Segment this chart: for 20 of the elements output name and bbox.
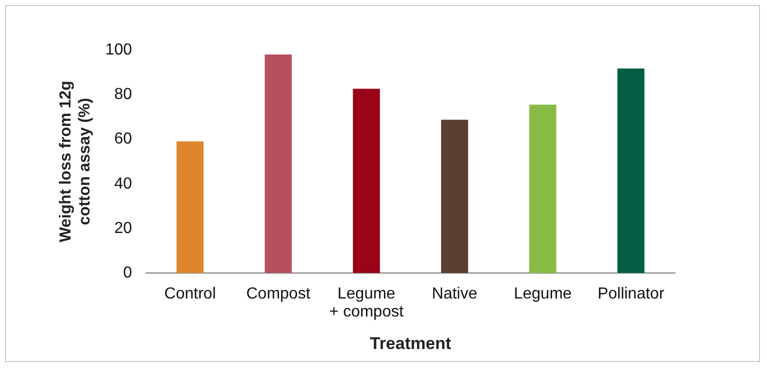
x-tick-label: Legume [514,286,572,302]
bar [352,88,380,273]
y-tick-label: 40 [114,175,132,192]
x-tick-label: Compost [246,286,311,302]
x-tick-label: Legume + compost [329,286,404,320]
y-tick-label: 0 [123,264,132,282]
y-tick-label: 100 [105,42,132,58]
x-axis-title: Treatment [370,334,452,353]
bar [264,54,292,273]
bar [529,104,556,273]
y-tick-label: 20 [114,220,132,237]
bar [441,120,468,273]
bar [617,68,644,273]
y-tick-label: 60 [114,130,132,148]
y-tick-label: 80 [114,86,132,104]
bar [176,141,204,273]
x-tick-label: Native [432,286,478,302]
y-axis-title: Weight loss from 12g cotton assay (%) [57,80,94,242]
x-tick-label: Pollinator [598,286,665,302]
x-tick-label: Control [164,286,216,302]
